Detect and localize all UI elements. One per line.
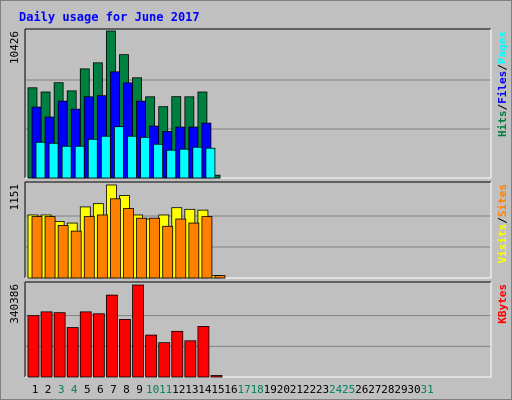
day-label-23: 23 xyxy=(316,383,329,396)
bar-pages-day-2 xyxy=(48,142,59,179)
day-label-3: 3 xyxy=(58,383,65,396)
panel-axis-label-0: Hits/Files/Pages xyxy=(496,31,509,137)
bar-kbytes-day-4 xyxy=(66,327,79,378)
bar-kbytes-day-13 xyxy=(184,340,197,378)
panel-max-label-1: 1151 xyxy=(8,184,21,211)
bar-kbytes-day-10 xyxy=(145,334,158,378)
axis-label-part-0-2: Files xyxy=(496,71,509,104)
day-label-27: 27 xyxy=(368,383,381,396)
bar-kbytes-day-9 xyxy=(132,284,144,378)
axis-label-part-1-2: Sites xyxy=(496,184,509,217)
day-label-17: 17 xyxy=(237,383,250,396)
day-label-22: 22 xyxy=(303,383,316,396)
day-label-15: 15 xyxy=(211,383,224,396)
bar-sites-day-4 xyxy=(70,230,82,279)
panel-axis-label-1: Visits/Sites xyxy=(496,184,509,264)
chart-title: Daily usage for June 2017 xyxy=(19,10,200,24)
bar-sites-day-5 xyxy=(83,216,95,279)
bar-pages-day-3 xyxy=(61,145,72,179)
bar-kbytes-day-11 xyxy=(158,342,171,378)
bar-sites-day-10 xyxy=(149,217,161,279)
day-label-14: 14 xyxy=(198,383,212,396)
bar-kbytes-day-2 xyxy=(40,311,53,378)
bar-pages-day-6 xyxy=(100,135,111,179)
bar-kbytes-day-15 xyxy=(210,375,223,378)
day-label-26: 26 xyxy=(355,383,368,396)
bar-sites-day-2 xyxy=(44,216,56,279)
axis-label-part-0-0: Hits xyxy=(496,111,509,138)
axis-label-part-0-1: / xyxy=(496,104,509,111)
day-label-9: 9 xyxy=(136,383,143,396)
bar-pages-day-13 xyxy=(192,146,203,179)
day-label-16: 16 xyxy=(224,383,237,396)
bar-pages-day-5 xyxy=(87,138,98,179)
day-label-19: 19 xyxy=(264,383,277,396)
bar-pages-day-1 xyxy=(35,141,46,179)
day-label-13: 13 xyxy=(185,383,198,396)
axis-label-part-0-3: / xyxy=(496,64,509,71)
bar-kbytes-day-3 xyxy=(53,312,66,378)
day-label-1: 1 xyxy=(32,383,39,396)
bar-sites-day-9 xyxy=(136,217,147,279)
bar-kbytes-day-14 xyxy=(197,326,210,378)
bar-pages-day-8 xyxy=(127,135,137,179)
day-label-25: 25 xyxy=(342,383,355,396)
bar-sites-day-6 xyxy=(96,214,108,279)
bar-sites-day-14 xyxy=(201,216,213,279)
day-label-2: 2 xyxy=(45,383,52,396)
bar-kbytes-day-1 xyxy=(27,315,40,378)
panel-axis-label-2: KBytes xyxy=(496,284,509,324)
day-label-12: 12 xyxy=(172,383,185,396)
bar-pages-day-7 xyxy=(114,126,124,179)
day-label-18: 18 xyxy=(251,383,264,396)
panel-max-label-2: 340386 xyxy=(8,284,21,324)
bar-pages-day-4 xyxy=(74,145,85,179)
axis-label-part-0-4: Pages xyxy=(496,31,509,64)
day-label-10: 10 xyxy=(146,383,159,396)
bar-sites-day-11 xyxy=(162,225,174,279)
bar-kbytes-day-7 xyxy=(106,294,118,378)
day-label-8: 8 xyxy=(123,383,130,396)
axis-label-part-1-1: / xyxy=(496,217,509,224)
day-label-6: 6 xyxy=(97,383,104,396)
bar-sites-day-13 xyxy=(188,222,200,279)
day-label-24: 24 xyxy=(329,383,343,396)
day-label-11: 11 xyxy=(159,383,172,396)
panel-max-label-0: 10426 xyxy=(8,31,21,64)
bar-sites-day-1 xyxy=(31,216,43,279)
bar-pages-day-12 xyxy=(179,148,190,179)
day-label-21: 21 xyxy=(290,383,303,396)
bar-kbytes-day-6 xyxy=(92,313,105,378)
day-label-4: 4 xyxy=(71,383,78,396)
day-label-30: 30 xyxy=(407,383,420,396)
day-label-29: 29 xyxy=(394,383,407,396)
axis-label-part-1-0: Visits xyxy=(496,224,509,264)
bar-sites-day-8 xyxy=(123,208,134,279)
day-label-20: 20 xyxy=(277,383,290,396)
bar-sites-day-15 xyxy=(214,275,226,279)
bar-sites-day-7 xyxy=(110,198,121,279)
bar-sites-day-3 xyxy=(57,225,69,279)
bar-sites-day-12 xyxy=(175,218,187,279)
day-label-31: 31 xyxy=(420,383,433,396)
bar-pages-day-10 xyxy=(153,143,164,179)
bar-kbytes-day-8 xyxy=(119,319,131,378)
bar-kbytes-day-12 xyxy=(171,330,184,378)
axis-label-part-2-0: KBytes xyxy=(496,284,509,324)
day-label-5: 5 xyxy=(84,383,91,396)
bar-pages-day-9 xyxy=(140,136,150,179)
day-label-7: 7 xyxy=(110,383,117,396)
day-label-28: 28 xyxy=(381,383,394,396)
bar-pages-day-14 xyxy=(205,147,216,179)
bar-kbytes-day-5 xyxy=(79,311,92,378)
bar-pages-day-11 xyxy=(166,149,177,179)
